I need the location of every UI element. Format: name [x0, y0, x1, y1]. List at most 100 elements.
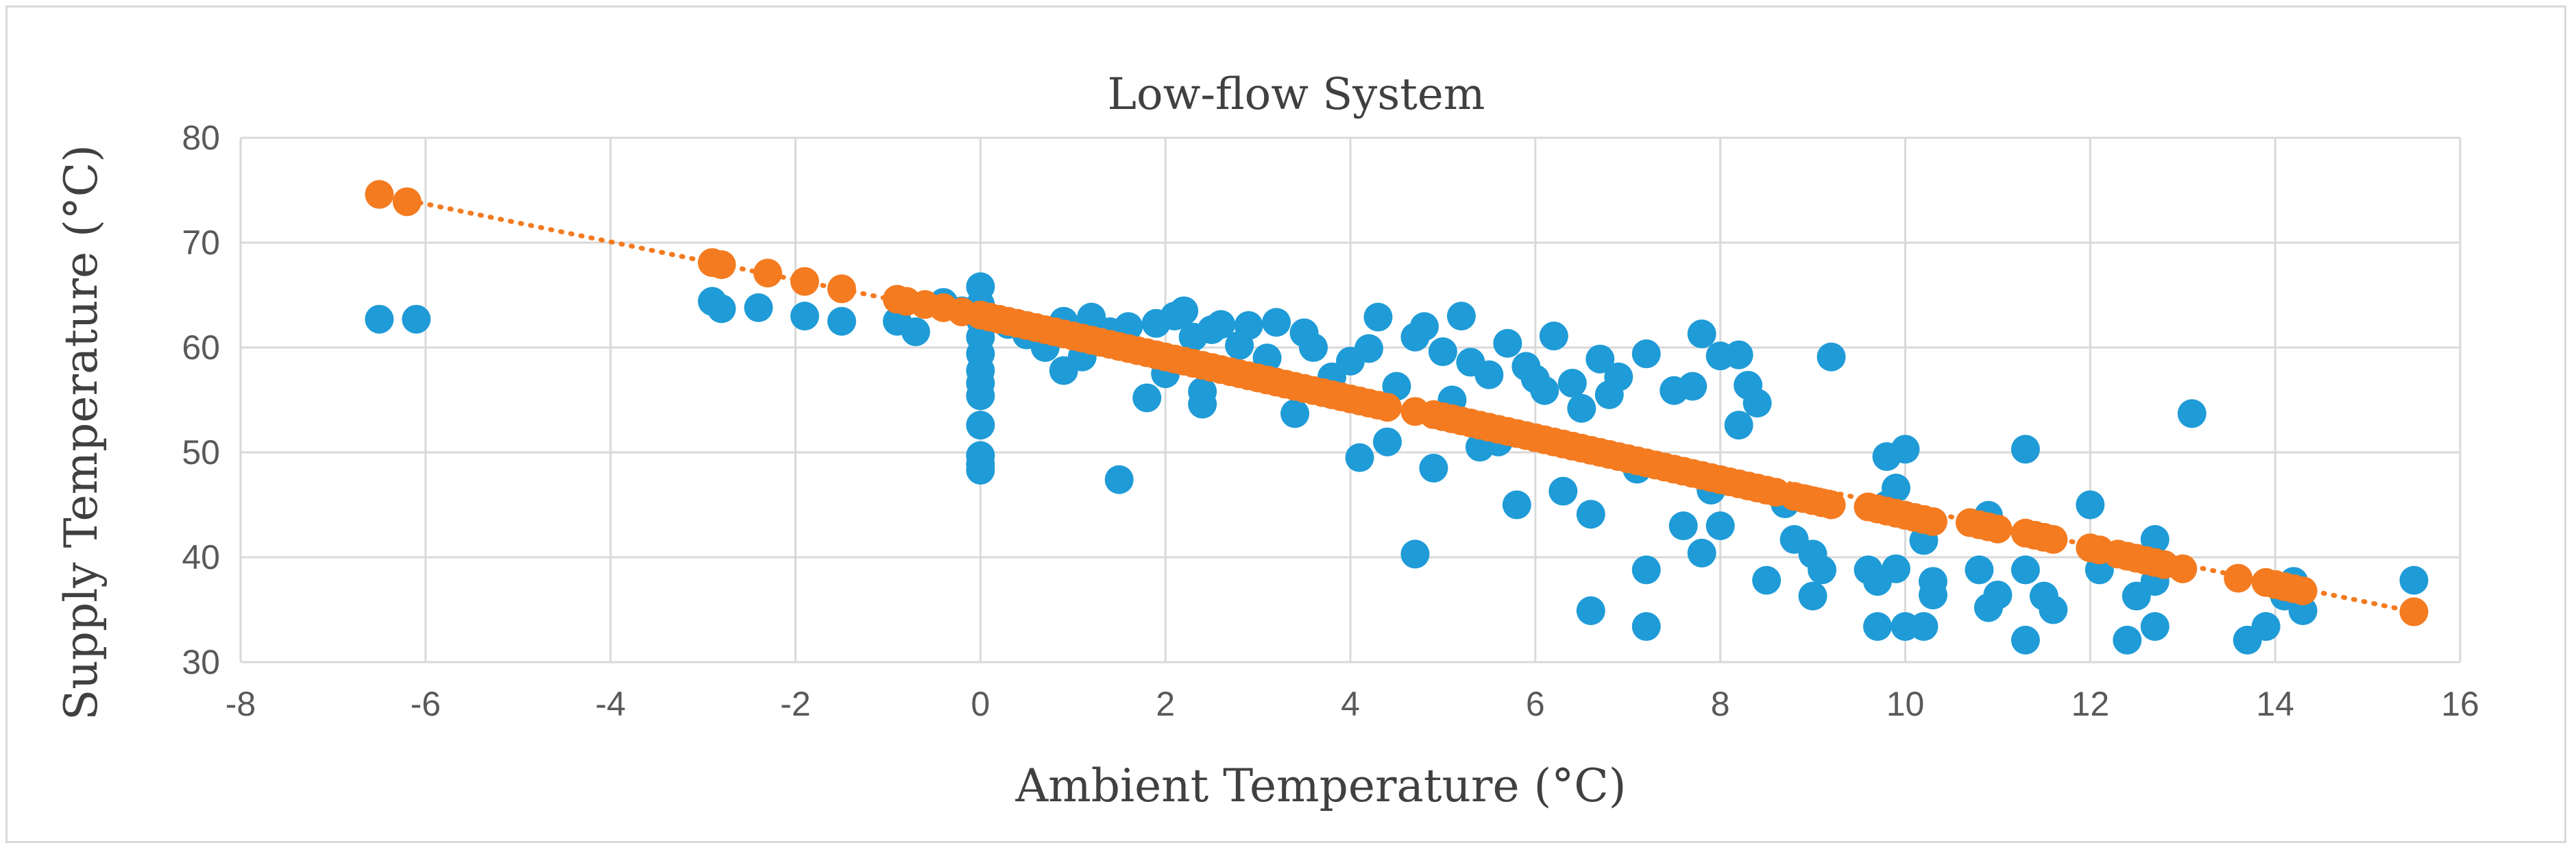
- measured-point: [966, 381, 995, 411]
- measured-point: [1446, 302, 1476, 331]
- measured-point: [1585, 344, 1615, 374]
- measured-point: [1409, 312, 1439, 341]
- measured-point: [2076, 490, 2105, 520]
- measured-point: [1493, 328, 1522, 358]
- y-tick-label: 40: [182, 538, 220, 576]
- measured-point: [1132, 383, 1162, 413]
- measured-point: [1631, 611, 1661, 641]
- measured-point: [1169, 296, 1199, 326]
- measured-point: [1104, 465, 1134, 494]
- measured-point: [1576, 500, 1605, 529]
- x-tick-label: 16: [2441, 685, 2479, 723]
- model-point: [2288, 576, 2318, 605]
- measured-point: [2039, 595, 2068, 624]
- measured-point: [1188, 389, 1217, 419]
- measured-point: [1530, 376, 1559, 405]
- measured-point: [1206, 310, 1236, 339]
- chart-title: Low-flow System: [1108, 69, 1485, 120]
- measured-point: [1419, 453, 1448, 483]
- measured-point: [365, 304, 394, 334]
- measured-point: [1724, 411, 1753, 440]
- model-point: [790, 267, 819, 296]
- y-tick-label: 70: [182, 223, 220, 262]
- measured-point: [1687, 319, 1716, 349]
- measured-point: [1234, 311, 1263, 340]
- measured-point: [1354, 334, 1383, 363]
- measured-point: [827, 306, 856, 336]
- measured-series: [365, 272, 2429, 655]
- model-point: [707, 250, 736, 280]
- x-tick-label: 8: [1711, 685, 1730, 723]
- model-point: [2039, 524, 2068, 554]
- tick-labels: -8 -6 -4 -2 0 2 4 6 8 10 12 14 16 30 40 50 60 70 80: [182, 119, 2479, 723]
- model-point: [827, 274, 856, 304]
- measured-point: [1891, 435, 1920, 464]
- x-tick-label: 0: [971, 685, 990, 723]
- measured-point: [744, 293, 773, 322]
- measured-point: [1882, 554, 1911, 583]
- measured-point: [1687, 538, 1716, 568]
- measured-point: [1965, 555, 1994, 585]
- measured-point: [707, 294, 736, 324]
- y-tick-label: 80: [182, 119, 220, 157]
- x-tick-label: 4: [1341, 685, 1360, 723]
- measured-point: [1798, 581, 1827, 611]
- model-point: [392, 187, 422, 217]
- measured-point: [1363, 302, 1393, 332]
- measured-point: [966, 411, 995, 440]
- model-point: [2168, 554, 2198, 583]
- measured-point: [1918, 581, 1947, 610]
- measured-point: [1742, 389, 1772, 418]
- measured-point: [1474, 360, 1504, 389]
- measured-point: [966, 456, 995, 485]
- measured-point: [1502, 490, 1531, 520]
- x-tick-label: 12: [2071, 685, 2110, 723]
- y-tick-label: 60: [182, 328, 220, 367]
- model-point: [1918, 507, 1947, 536]
- x-tick-label: 14: [2256, 685, 2294, 723]
- measured-point: [2140, 611, 2170, 641]
- measured-point: [2113, 625, 2142, 655]
- x-tick-label: -8: [226, 685, 256, 723]
- measured-point: [2251, 611, 2281, 641]
- measured-point: [1816, 342, 1846, 372]
- x-tick-label: -2: [780, 685, 810, 723]
- measured-point: [1604, 362, 1633, 391]
- measured-point: [1752, 565, 1782, 595]
- x-tick-label: 6: [1526, 685, 1545, 723]
- measured-point: [1678, 372, 1708, 401]
- model-point: [2224, 563, 2253, 593]
- y-tick-label: 50: [182, 433, 220, 472]
- measured-point: [1372, 427, 1402, 457]
- chart-frame: -8 -6 -4 -2 0 2 4 6 8 10 12 14 16 30 40 50 60 70 80 Low-fl…: [5, 5, 2566, 843]
- model-point: [1983, 514, 2013, 544]
- measured-point: [1705, 511, 1735, 541]
- x-tick-label: 2: [1156, 685, 1175, 723]
- model-point: [753, 258, 783, 288]
- measured-point: [1548, 476, 1578, 506]
- model-point: [2399, 597, 2429, 626]
- measured-point: [1724, 340, 1753, 369]
- measured-point: [790, 302, 819, 331]
- measured-point: [2177, 399, 2207, 428]
- y-axis-label: Supply Temperature (°C): [55, 145, 108, 720]
- scatter-chart: -8 -6 -4 -2 0 2 4 6 8 10 12 14 16 30 40 50 60 70 80 Low-fl…: [55, 69, 2479, 812]
- measured-point: [1882, 474, 1911, 503]
- measured-point: [1983, 581, 2013, 610]
- x-tick-label: 10: [1886, 685, 1925, 723]
- measured-point: [2288, 596, 2318, 626]
- measured-point: [901, 317, 930, 347]
- model-point: [1816, 490, 1846, 520]
- x-axis-label: Ambient Temperature (°C): [1014, 759, 1626, 812]
- x-tick-label: -6: [411, 685, 441, 723]
- measured-point: [1280, 399, 1310, 428]
- measured-point: [2010, 625, 2040, 655]
- measured-point: [2010, 435, 2040, 464]
- x-tick-label: -4: [595, 685, 625, 723]
- measured-point: [1262, 308, 1291, 337]
- measured-point: [2399, 565, 2429, 595]
- measured-point: [1576, 596, 1605, 626]
- measured-point: [1668, 511, 1698, 541]
- measured-point: [1863, 611, 1893, 641]
- model-series: [365, 180, 2429, 626]
